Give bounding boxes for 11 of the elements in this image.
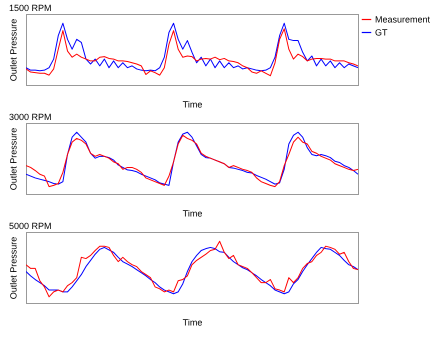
x-axis-title: Time xyxy=(182,318,202,328)
legend-label: Measurement xyxy=(375,14,431,24)
chart-title: 3000 RPM xyxy=(9,112,52,122)
y-axis-title: Outlet Pressure xyxy=(8,236,18,300)
y-axis-title: Outlet Pressure xyxy=(8,18,18,82)
x-axis-title: Time xyxy=(182,208,202,218)
chart-title: 5000 RPM xyxy=(9,221,52,231)
x-axis-title: Time xyxy=(182,100,202,110)
legend-label: GT xyxy=(375,28,388,38)
chart-title: 1500 RPM xyxy=(9,3,52,13)
y-axis-title: Outlet Pressure xyxy=(8,128,18,190)
